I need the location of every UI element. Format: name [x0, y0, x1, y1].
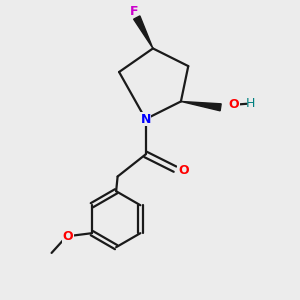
Text: O: O [178, 164, 189, 177]
Text: N: N [140, 112, 151, 126]
Polygon shape [181, 101, 221, 111]
Text: O: O [62, 230, 73, 243]
Polygon shape [134, 16, 153, 48]
Text: O: O [229, 98, 239, 112]
Text: H: H [245, 97, 255, 110]
Text: F: F [130, 4, 139, 18]
